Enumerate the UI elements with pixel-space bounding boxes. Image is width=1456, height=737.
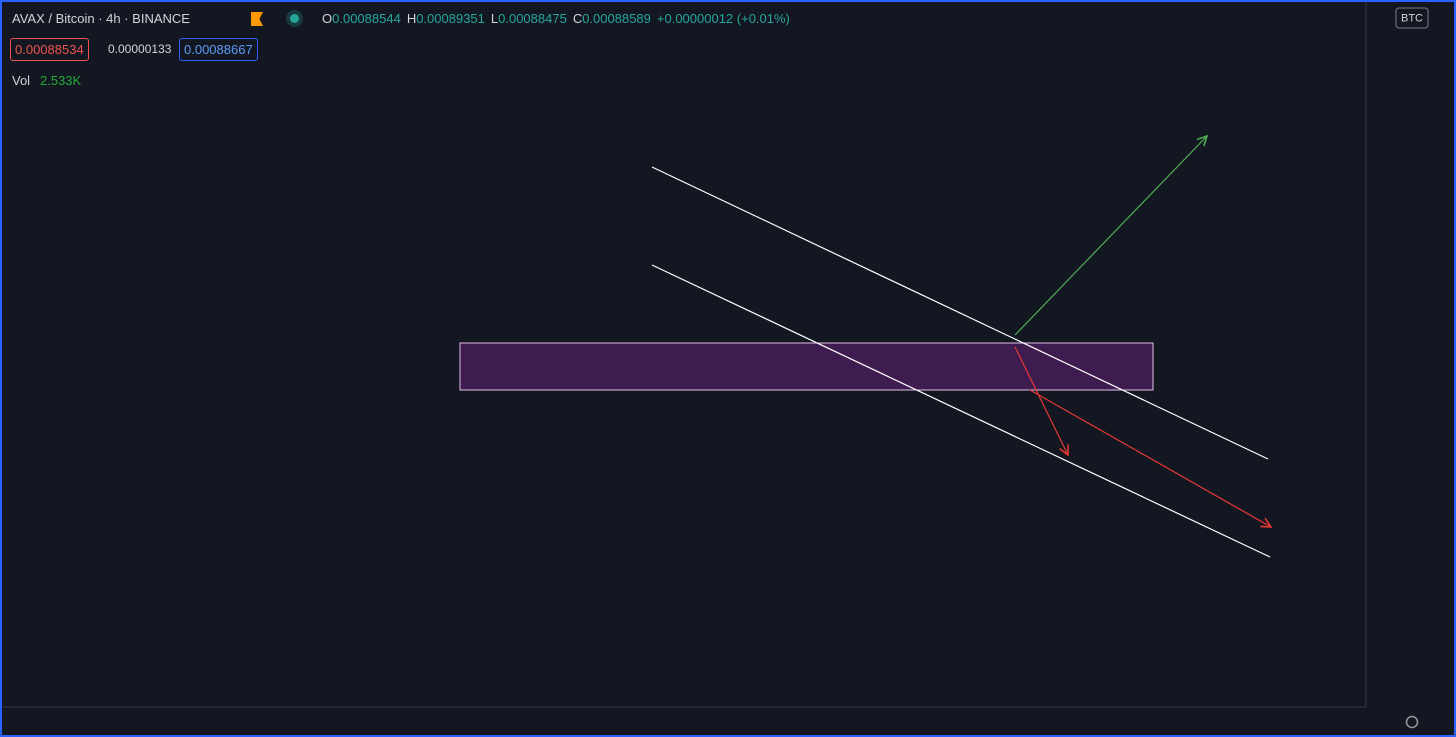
volume-label: Vol — [12, 73, 31, 88]
ohlc-value: 0.00088475 — [498, 11, 567, 26]
symbol-title: AVAX / Bitcoin · 4h · BINANCE — [12, 11, 190, 26]
zone-rectangle — [459, 342, 1154, 391]
arrow-up — [1014, 136, 1207, 336]
currency-button[interactable] — [1395, 7, 1429, 29]
spread: 0.00000133 — [108, 42, 172, 56]
arrow-down — [1014, 346, 1068, 455]
flag-icon[interactable] — [251, 12, 263, 26]
channel-lower — [651, 264, 1271, 558]
ohlc-value: 0.00088589 — [582, 11, 651, 26]
channel-upper — [651, 166, 1269, 460]
price-axis-bg — [1366, 0, 1456, 737]
ohlc-label: C — [572, 11, 583, 26]
currency: BTC — [1401, 12, 1423, 24]
ohlc-value: 0.00089351 — [416, 11, 485, 26]
settings-icon[interactable] — [1405, 715, 1419, 729]
overlay: BTC — [1395, 7, 1429, 729]
ask-box[interactable]: 0.00088667 — [179, 38, 258, 61]
ohlc-label: L — [490, 11, 499, 26]
ohlc-value: 0.00088544 — [332, 11, 401, 26]
bid-box[interactable]: 0.00088534 — [10, 38, 89, 61]
time-axis-bg — [0, 707, 1456, 737]
volume-value: 2.533K — [40, 73, 82, 88]
ohlc-label: H — [406, 11, 417, 26]
ohlc-legend: O0.00088544 H0.00089351 L0.00088475 C0.0008… — [322, 11, 790, 26]
arrow-down — [1029, 389, 1271, 527]
status-dot — [290, 14, 299, 23]
ohlc-label: O — [322, 11, 333, 26]
drawings — [459, 136, 1271, 558]
change: +0.00000012 (+0.01%) — [656, 11, 790, 26]
